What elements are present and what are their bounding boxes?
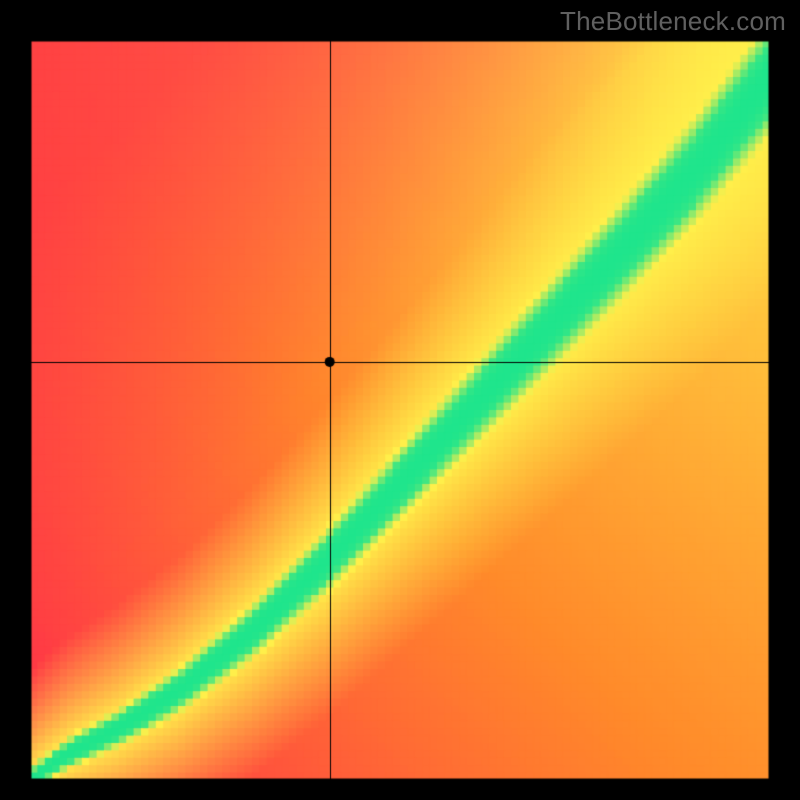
chart-container: TheBottleneck.com — [0, 0, 800, 800]
bottleneck-heatmap-canvas — [0, 0, 800, 800]
watermark-text: TheBottleneck.com — [560, 6, 786, 37]
